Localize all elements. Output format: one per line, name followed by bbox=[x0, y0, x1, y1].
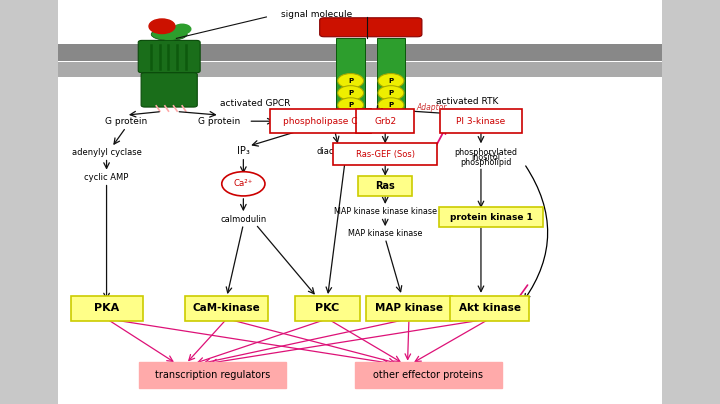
Circle shape bbox=[378, 86, 404, 100]
Text: signal molecule: signal molecule bbox=[282, 11, 352, 19]
Text: activated GPCR: activated GPCR bbox=[220, 99, 290, 107]
FancyBboxPatch shape bbox=[58, 62, 662, 77]
Text: Ras-GEF (Sos): Ras-GEF (Sos) bbox=[356, 150, 415, 159]
FancyBboxPatch shape bbox=[359, 176, 412, 196]
Text: G protein: G protein bbox=[105, 117, 147, 126]
Text: other effector proteins: other effector proteins bbox=[374, 370, 483, 380]
FancyBboxPatch shape bbox=[71, 296, 143, 321]
Text: phospholipid: phospholipid bbox=[460, 158, 512, 167]
Text: PKC: PKC bbox=[315, 303, 340, 313]
FancyBboxPatch shape bbox=[295, 296, 360, 321]
FancyBboxPatch shape bbox=[320, 18, 422, 37]
Circle shape bbox=[378, 74, 404, 88]
Text: Grb2: Grb2 bbox=[374, 117, 396, 126]
FancyBboxPatch shape bbox=[439, 207, 544, 227]
Text: calmodulin: calmodulin bbox=[220, 215, 266, 224]
Text: IP₃: IP₃ bbox=[237, 147, 250, 156]
FancyBboxPatch shape bbox=[58, 44, 662, 61]
Ellipse shape bbox=[151, 28, 187, 40]
Text: MAP kinase kinase kinase: MAP kinase kinase kinase bbox=[333, 207, 437, 216]
FancyBboxPatch shape bbox=[336, 38, 365, 110]
Text: Adaptor: Adaptor bbox=[417, 103, 447, 112]
Text: P: P bbox=[348, 90, 354, 96]
Ellipse shape bbox=[377, 22, 405, 34]
FancyBboxPatch shape bbox=[138, 362, 287, 388]
FancyBboxPatch shape bbox=[356, 109, 414, 133]
Text: phosphorylated: phosphorylated bbox=[454, 148, 518, 157]
FancyBboxPatch shape bbox=[450, 296, 529, 321]
FancyBboxPatch shape bbox=[141, 73, 197, 107]
Text: diacylglycerol: diacylglycerol bbox=[316, 147, 375, 156]
Circle shape bbox=[378, 98, 404, 112]
Text: inositol: inositol bbox=[472, 153, 500, 162]
FancyBboxPatch shape bbox=[354, 362, 503, 388]
Text: Akt kinase: Akt kinase bbox=[459, 303, 521, 313]
Text: P: P bbox=[388, 102, 394, 108]
Text: PI 3-kinase: PI 3-kinase bbox=[456, 117, 505, 126]
Text: activated RTK: activated RTK bbox=[436, 97, 498, 105]
Text: MAP kinase kinase: MAP kinase kinase bbox=[348, 229, 423, 238]
FancyBboxPatch shape bbox=[440, 109, 523, 133]
Circle shape bbox=[338, 74, 364, 88]
Text: P: P bbox=[388, 78, 394, 84]
Ellipse shape bbox=[337, 22, 364, 34]
FancyBboxPatch shape bbox=[366, 296, 452, 321]
Text: Ca²⁺: Ca²⁺ bbox=[234, 179, 253, 188]
Text: P: P bbox=[388, 90, 394, 96]
Text: phospholipase C: phospholipase C bbox=[283, 117, 358, 126]
Text: transcription regulators: transcription regulators bbox=[155, 370, 270, 380]
Circle shape bbox=[222, 172, 265, 196]
Text: CaM-kinase: CaM-kinase bbox=[193, 303, 261, 313]
Text: cyclic AMP: cyclic AMP bbox=[84, 173, 129, 182]
Text: Ras: Ras bbox=[375, 181, 395, 191]
Text: protein kinase 1: protein kinase 1 bbox=[449, 213, 533, 222]
Text: P: P bbox=[348, 102, 354, 108]
Circle shape bbox=[338, 98, 364, 112]
FancyBboxPatch shape bbox=[138, 40, 200, 73]
FancyBboxPatch shape bbox=[270, 109, 371, 133]
Text: G protein: G protein bbox=[199, 117, 240, 126]
FancyBboxPatch shape bbox=[333, 143, 438, 165]
Text: PKA: PKA bbox=[94, 303, 120, 313]
Text: P: P bbox=[348, 78, 354, 84]
FancyBboxPatch shape bbox=[186, 296, 268, 321]
Text: MAP kinase: MAP kinase bbox=[375, 303, 443, 313]
Circle shape bbox=[174, 24, 191, 34]
FancyBboxPatch shape bbox=[58, 0, 662, 404]
FancyBboxPatch shape bbox=[377, 38, 405, 110]
Circle shape bbox=[338, 86, 364, 100]
Text: adenylyl cyclase: adenylyl cyclase bbox=[71, 148, 142, 157]
Circle shape bbox=[149, 19, 175, 34]
